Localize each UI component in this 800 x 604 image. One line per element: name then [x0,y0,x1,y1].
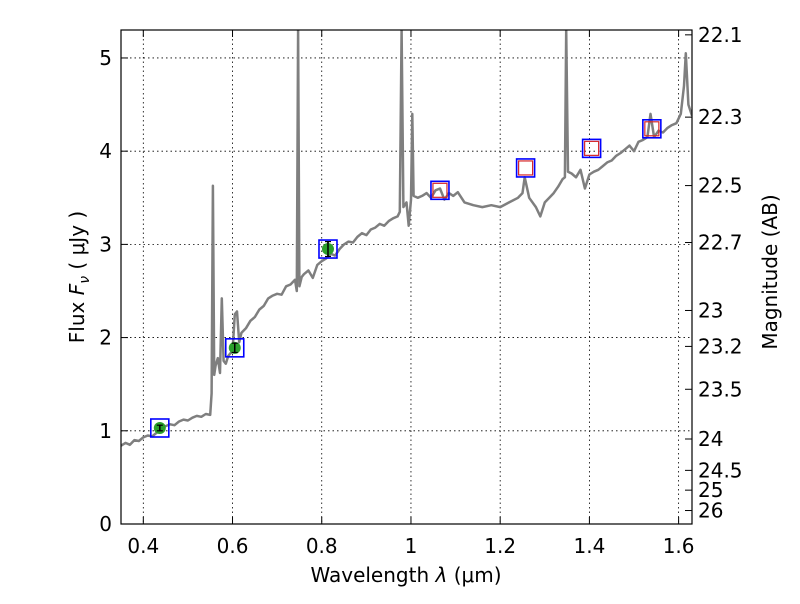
model-band-box [515,158,536,178]
x-tick-label: 1.6 [663,534,695,558]
model-band-box [150,418,170,438]
y-tick-label: 3 [99,232,112,256]
mag-tick-label: 25 [698,478,723,502]
y-axis-label: Flux Fν ( μJy ) [65,211,93,343]
photometry-point [515,158,536,178]
model-marker [518,160,534,176]
y-tick-label: 0 [99,512,112,536]
mag-tick-label: 24.5 [698,458,743,482]
model-band-box [642,119,662,139]
y-tick-label: 5 [99,46,112,70]
x-tick-label: 0.6 [217,534,249,558]
magnitude-axis-label: Magnitude (AB) [758,194,782,349]
mag-tick-label: 24 [698,427,723,451]
spectrum-line [121,30,692,447]
y-tick-label: 2 [99,326,112,350]
y-tick-label: 4 [99,139,112,163]
x-axis-ticks: 0.4 0.6 0.8 1 1.2 1.4 1.6 [127,30,695,558]
photometry-points [150,119,662,438]
model-marker [584,140,600,156]
photometry-point [150,418,170,438]
x-axis-label: Wavelength λ (μm) [310,563,501,587]
model-band-box [318,239,338,259]
photometry-point [224,338,245,358]
photometry-point [642,119,662,139]
y-axis-ticks: 0 1 2 3 4 5 [99,46,128,536]
photometry-point [318,239,338,259]
model-band-box [581,138,602,159]
photometry-point [581,138,602,159]
mag-tick-label: 22.5 [698,174,743,198]
mag-tick-label: 23 [698,298,723,322]
photometry-point [430,180,450,201]
model-marker [644,121,660,137]
x-tick-label: 1.2 [484,534,516,558]
mag-tick-label: 23.2 [698,334,743,358]
plot-frame [120,29,693,525]
model-marker [432,182,448,198]
grid-lines [121,30,692,525]
model-band-box [430,180,450,201]
mag-tick-label: 23.5 [698,377,743,401]
x-tick-label: 1.4 [573,534,605,558]
model-band-box [224,338,245,358]
y-tick-label: 1 [99,419,112,443]
x-tick-label: 0.8 [306,534,338,558]
x-tick-label: 1 [405,534,418,558]
mag-tick-label: 22.7 [698,231,743,255]
mag-tick-label: 22.3 [698,105,743,129]
x-tick-label: 0.4 [127,534,159,558]
mag-tick-label: 26 [698,499,723,523]
mag-tick-label: 22.1 [698,23,743,47]
